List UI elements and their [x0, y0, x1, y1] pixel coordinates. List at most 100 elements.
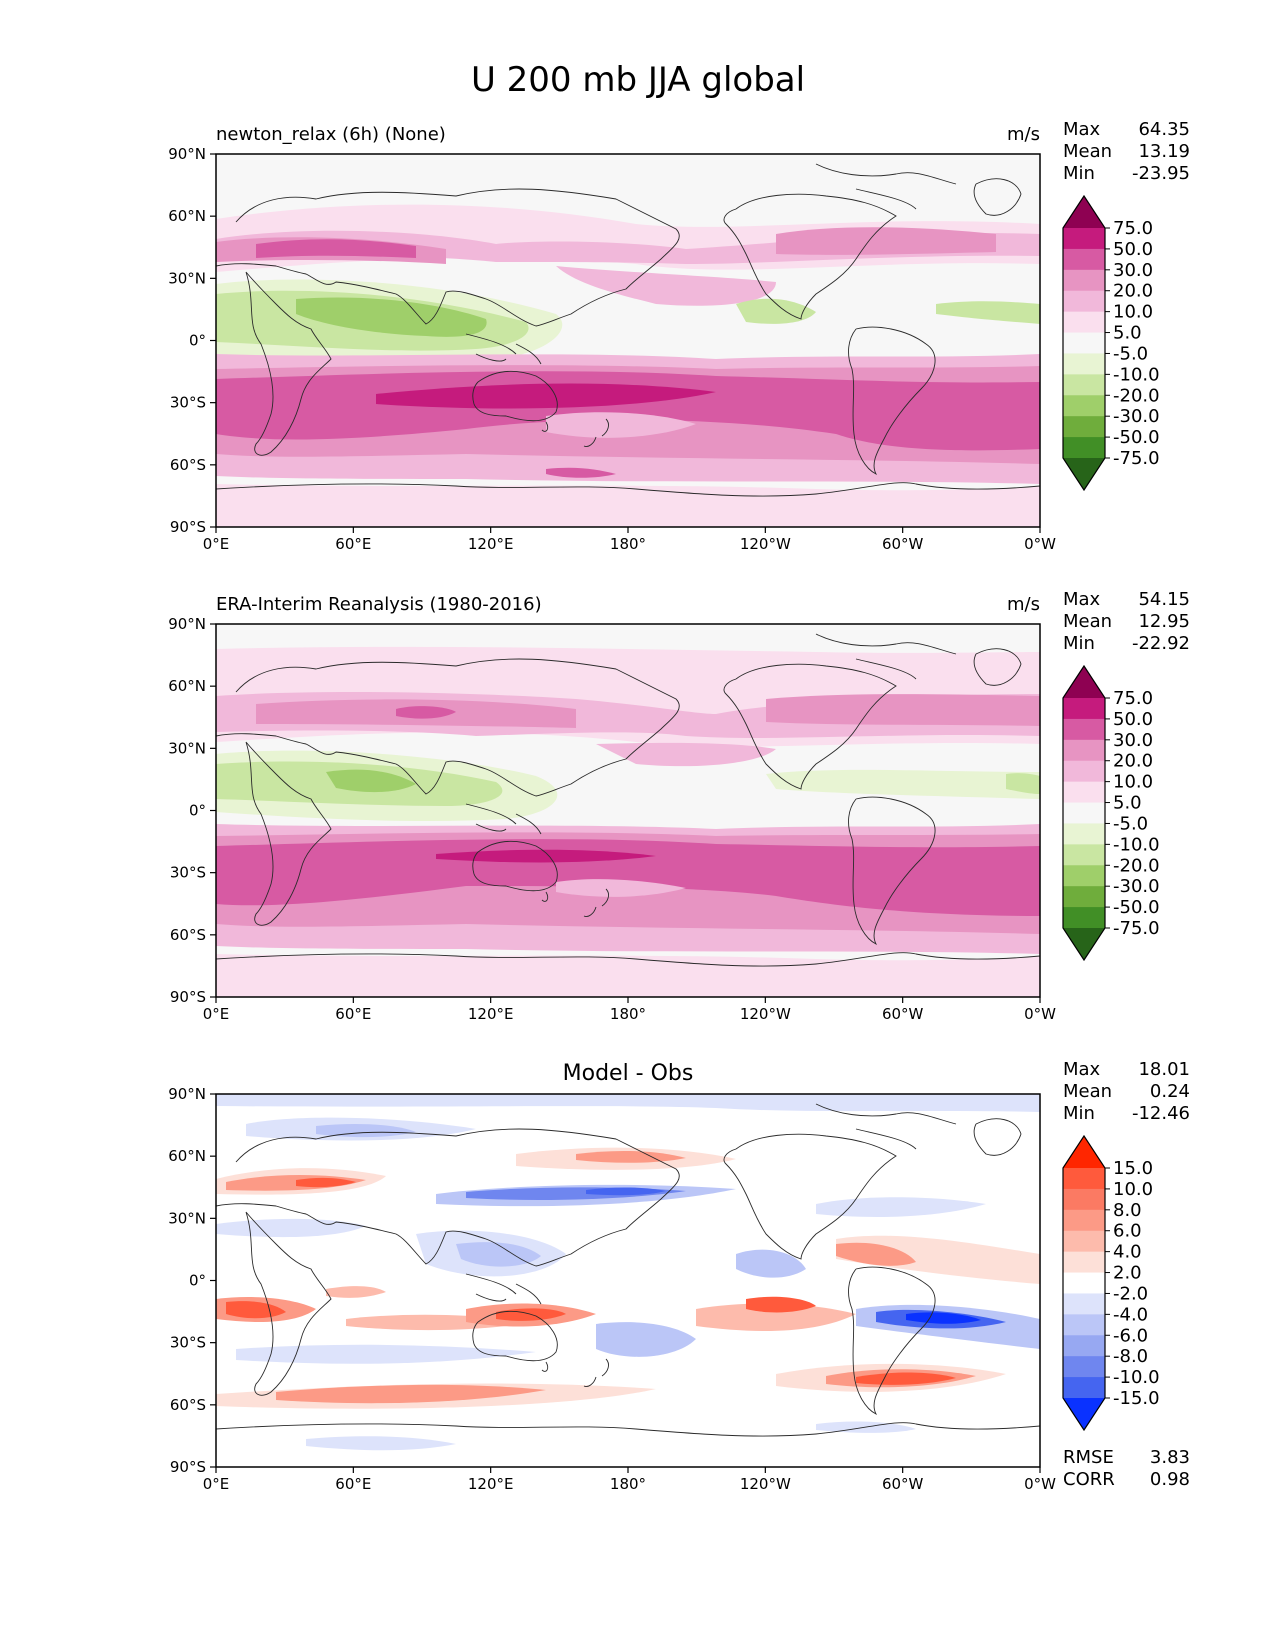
- x-tick-label: 0°E: [203, 1475, 230, 1493]
- colorbar-label: 6.0: [1113, 1221, 1142, 1242]
- y-tick-label: 90°S: [170, 1458, 206, 1476]
- colorbar-swatch: [1063, 1230, 1105, 1253]
- colorbar-swatch: [1063, 1209, 1105, 1232]
- stats-model: Max 64.35 Mean 13.19 Min -23.95: [1063, 119, 1190, 184]
- colorbar-swatch: [1063, 374, 1105, 396]
- colorbar-swatch: [1063, 823, 1105, 845]
- x-tick-label: 120°E: [468, 1005, 514, 1023]
- x-tick-label: 120°W: [740, 535, 791, 553]
- colorbar-swatch: [1063, 1314, 1105, 1336]
- colorbar-label: 5.0: [1113, 793, 1142, 814]
- colorbar-model: 75.050.030.020.010.05.0-5.0-10.0-20.0-30…: [1062, 194, 1160, 492]
- y-tick-label: 90°N: [168, 1085, 206, 1103]
- colorbar-diff: 15.010.08.06.04.02.0-2.0-4.0-6.0-8.0-10.…: [1062, 1134, 1160, 1432]
- map-field-diff: [216, 1094, 1040, 1467]
- stat-min-label: Min: [1063, 163, 1095, 184]
- colorbar-label: -30.0: [1113, 406, 1160, 427]
- panel-model: newton_relax (6h) (None) m/s: [168, 119, 1190, 553]
- x-tick-label: 0°E: [203, 535, 230, 553]
- y-tick-label: 60°N: [168, 1147, 206, 1165]
- x-tick-label: 120°E: [468, 535, 514, 553]
- stat-max-value: 18.01: [1138, 1059, 1190, 1080]
- x-tick-label: 180°: [610, 1005, 646, 1023]
- colorbar-swatch: [1063, 1168, 1105, 1190]
- colorbar-obs: 75.050.030.020.010.05.0-5.0-10.0-20.0-30…: [1062, 664, 1160, 962]
- colorbar-swatch: [1063, 1335, 1105, 1357]
- colorbar-swatch: [1063, 886, 1105, 908]
- colorbar-swatch: [1063, 1377, 1105, 1399]
- colorbar-swatch: [1063, 311, 1105, 334]
- x-tick-label: 0°W: [1024, 535, 1056, 553]
- colorbar-swatch: [1063, 1356, 1105, 1378]
- colorbar-label: 4.0: [1113, 1242, 1142, 1263]
- x-tick-label: 180°: [610, 535, 646, 553]
- colorbar-label: -6.0: [1113, 1325, 1148, 1346]
- x-tick-label: 180°: [610, 1475, 646, 1493]
- colorbar-label: 2.0: [1113, 1263, 1142, 1284]
- panel-model-title: newton_relax (6h) (None): [216, 124, 446, 145]
- colorbar-swatch: [1063, 437, 1105, 459]
- x-tick-label: 120°W: [740, 1475, 791, 1493]
- colorbar-swatch: [1063, 395, 1105, 417]
- stat-min-label: Min: [1063, 1103, 1095, 1124]
- y-tick-label: 30°S: [170, 1334, 206, 1352]
- colorbar-extend-min: [1063, 458, 1105, 490]
- stat-max-label: Max: [1063, 119, 1101, 140]
- panel-diff-title: Model - Obs: [563, 1061, 694, 1086]
- colorbar-label: -4.0: [1113, 1304, 1148, 1325]
- stat-mean-label: Mean: [1063, 1081, 1112, 1102]
- colorbar-swatch: [1063, 332, 1105, 354]
- colorbar-label: -75.0: [1113, 918, 1160, 939]
- x-tick-label: 60°E: [335, 535, 371, 553]
- colorbar-swatch: [1063, 290, 1105, 313]
- x-tick-label: 120°E: [468, 1475, 514, 1493]
- y-tick-label: 60°S: [170, 1396, 206, 1414]
- y-tick-label: 90°S: [170, 518, 206, 536]
- colorbar-label: 30.0: [1113, 730, 1153, 751]
- colorbar-label: -30.0: [1113, 876, 1160, 897]
- colorbar-extend-max: [1063, 1136, 1105, 1168]
- y-tick-label: 30°S: [170, 394, 206, 412]
- y-tick-label: 0°: [189, 802, 206, 820]
- colorbar-extend-max: [1063, 196, 1105, 228]
- colorbar-label: -50.0: [1113, 897, 1160, 918]
- y-tick-label: 0°: [189, 1272, 206, 1290]
- colorbar-swatch: [1063, 718, 1105, 741]
- colorbar-label: -5.0: [1113, 813, 1148, 834]
- colorbar-label: -20.0: [1113, 855, 1160, 876]
- x-tick-label: 60°E: [335, 1005, 371, 1023]
- stat-min-value: -23.95: [1132, 163, 1190, 184]
- stat-mean-label: Mean: [1063, 611, 1112, 632]
- stat-min-value: -22.92: [1132, 633, 1190, 654]
- stat-mean-value: 0.24: [1150, 1081, 1190, 1102]
- colorbar-label: 15.0: [1113, 1158, 1153, 1179]
- colorbar-label: 20.0: [1113, 751, 1153, 772]
- colorbar-swatch: [1063, 907, 1105, 929]
- colorbar-extend-max: [1063, 666, 1105, 698]
- colorbar-label: -10.0: [1113, 1367, 1160, 1388]
- map-field-model: [216, 154, 1040, 527]
- corr-value: 0.98: [1150, 1469, 1190, 1490]
- y-tick-label: 90°S: [170, 988, 206, 1006]
- colorbar-label: 8.0: [1113, 1200, 1142, 1221]
- stat-min-value: -12.46: [1132, 1103, 1190, 1124]
- colorbar-label: 75.0: [1113, 688, 1153, 709]
- colorbar-label: 20.0: [1113, 281, 1153, 302]
- colorbar-swatch: [1063, 248, 1105, 271]
- y-tick-label: 0°: [189, 332, 206, 350]
- colorbar-label: -8.0: [1113, 1346, 1148, 1367]
- x-tick-label: 60°E: [335, 1475, 371, 1493]
- x-tick-label: 60°W: [882, 535, 924, 553]
- diff-metrics: RMSE 3.83 CORR 0.98: [1063, 1447, 1190, 1490]
- colorbar-swatch: [1063, 1293, 1105, 1315]
- colorbar-swatch: [1063, 760, 1105, 783]
- stat-min-label: Min: [1063, 633, 1095, 654]
- colorbar-swatch: [1063, 865, 1105, 887]
- colorbar-label: -10.0: [1113, 364, 1160, 385]
- colorbar-extend-min: [1063, 1398, 1105, 1430]
- colorbar-extend-min: [1063, 928, 1105, 960]
- stat-mean-value: 13.19: [1138, 141, 1190, 162]
- rmse-label: RMSE: [1063, 1447, 1114, 1468]
- x-tick-label: 60°W: [882, 1475, 924, 1493]
- colorbar-label: -15.0: [1113, 1388, 1160, 1409]
